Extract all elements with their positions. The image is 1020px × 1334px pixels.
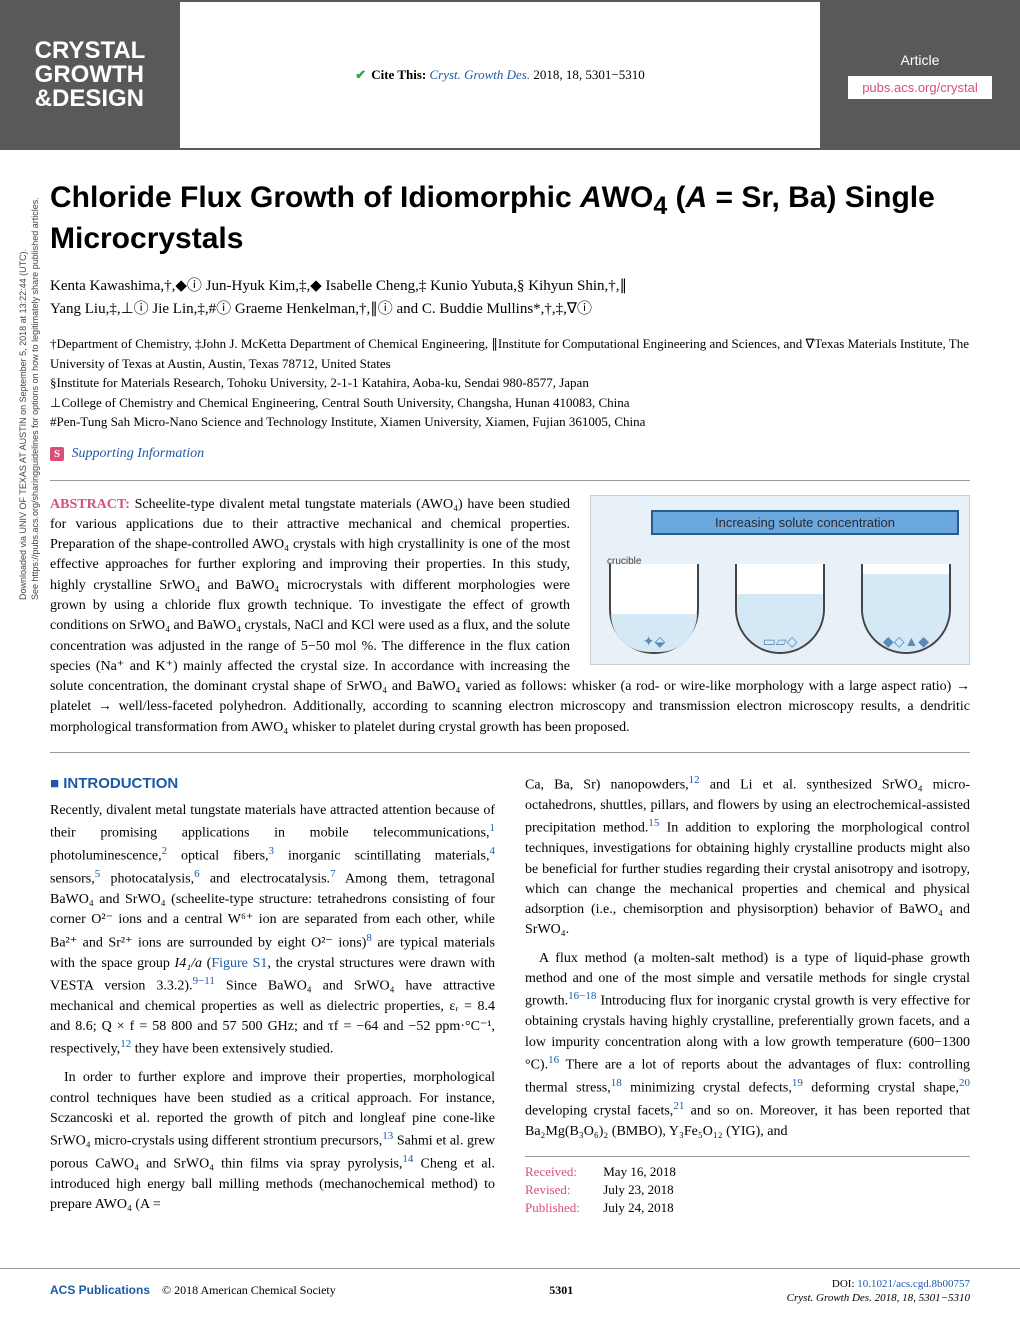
ref-13[interactable]: 13 — [382, 1130, 393, 1142]
acs-publications-logo: ACS Publications — [50, 1283, 150, 1297]
pubs-url[interactable]: pubs.acs.org/crystal — [848, 76, 992, 99]
supporting-info-link[interactable]: S Supporting Information — [50, 446, 970, 462]
published-date: July 24, 2018 — [603, 1200, 673, 1215]
ref-15[interactable]: 15 — [648, 817, 659, 829]
ref-4[interactable]: 4 — [490, 845, 496, 857]
header-band: CRYSTAL GROWTH &DESIGN ✔ Cite This: Crys… — [0, 0, 1020, 150]
affil-2: §Institute for Materials Research, Tohok… — [50, 373, 970, 393]
page-footer: ACS Publications © 2018 American Chemica… — [0, 1268, 1020, 1326]
cite-suffix: 2018, 18, 5301−5310 — [533, 67, 644, 83]
ref-12b[interactable]: 12 — [689, 774, 700, 786]
para-2: In order to further explore and improve … — [50, 1068, 495, 1215]
article-content: Chloride Flux Growth of Idiomorphic AWO4… — [0, 150, 1020, 1248]
ref-16[interactable]: 16 — [548, 1054, 559, 1066]
revised-date: July 23, 2018 — [603, 1182, 673, 1197]
article-type-label: Article — [901, 52, 940, 68]
abstract-section: Increasing solute concentration crucible… — [50, 480, 970, 754]
abstract-lead: ABSTRACT: — [50, 497, 130, 512]
body-columns: INTRODUCTION Recently, divalent metal tu… — [50, 773, 970, 1218]
crucible-1: ✦⬙ — [609, 564, 699, 654]
affiliations-block: †Department of Chemistry, ‡John J. McKet… — [50, 334, 970, 432]
revised-label: Revised: — [525, 1181, 600, 1199]
affil-1: †Department of Chemistry, ‡John J. McKet… — [50, 334, 970, 373]
copyright-text: © 2018 American Chemical Society — [162, 1283, 336, 1297]
crystal-1: ✦⬙ — [643, 634, 666, 648]
supporting-badge-icon: S — [50, 447, 64, 461]
ref-20[interactable]: 20 — [959, 1077, 970, 1089]
footer-citation: Cryst. Growth Des. 2018, 18, 5301−5310 — [787, 1292, 970, 1304]
check-icon: ✔ — [355, 67, 366, 83]
article-badge: Article pubs.acs.org/crystal — [820, 0, 1020, 150]
ref-14[interactable]: 14 — [402, 1153, 413, 1165]
cite-prefix: Cite This: — [371, 67, 426, 83]
crystal-2: ▭▱◇ — [763, 634, 798, 648]
ref-18[interactable]: 18 — [611, 1077, 622, 1089]
figure-s1-link[interactable]: Figure S1 — [211, 956, 267, 971]
footer-right: DOI: 10.1021/acs.cgd.8b00757 Cryst. Grow… — [787, 1277, 970, 1306]
ref-19[interactable]: 19 — [792, 1077, 803, 1089]
col2-p1: Ca, Ba, Sr) nanopowders, — [525, 778, 689, 793]
crystal-3: ◆◇▲◆ — [883, 634, 929, 648]
fig-crucibles-row: ✦⬙ ▭▱◇ ◆◇▲◆ — [591, 564, 969, 654]
doi-link[interactable]: 10.1021/acs.cgd.8b00757 — [857, 1278, 970, 1290]
toc-figure: Increasing solute concentration crucible… — [590, 495, 970, 665]
author-list: Kenta Kawashima,†,◆ⓘ Jun-Hyuk Kim,‡,◆ Is… — [50, 275, 970, 320]
publication-dates: Received: May 16, 2018 Revised: July 23,… — [525, 1156, 970, 1218]
crucible-3: ◆◇▲◆ — [861, 564, 951, 654]
article-title: Chloride Flux Growth of Idiomorphic AWO4… — [50, 180, 970, 257]
authors-line-2: Yang Liu,‡,⊥ⓘ Jie Lin,‡,#ⓘ Graeme Henkel… — [50, 301, 592, 317]
ref-12[interactable]: 12 — [120, 1038, 131, 1050]
p1-frag: Recently, divalent metal tungstate mater… — [50, 803, 495, 841]
journal-logo-text: CRYSTAL GROWTH &DESIGN — [35, 39, 146, 111]
ref-9-11[interactable]: 9−11 — [193, 975, 215, 987]
journal-logo: CRYSTAL GROWTH &DESIGN — [0, 0, 180, 150]
affil-3: ⊥College of Chemistry and Chemical Engin… — [50, 393, 970, 413]
section-head-intro: INTRODUCTION — [50, 773, 495, 795]
received-label: Received: — [525, 1163, 600, 1181]
received-date: May 16, 2018 — [603, 1164, 676, 1179]
footer-left: ACS Publications © 2018 American Chemica… — [50, 1283, 336, 1298]
col2-p2: A flux method (a molten-salt method) is … — [525, 949, 970, 1142]
download-attribution: Downloaded via UNIV OF TEXAS AT AUSTIN o… — [18, 197, 41, 600]
doi-label: DOI: — [832, 1278, 857, 1290]
fig-banner-text: Increasing solute concentration — [651, 510, 959, 535]
cite-this-bar: ✔ Cite This: Cryst. Growth Des. 2018, 18… — [180, 0, 820, 150]
ref-16-18[interactable]: 16−18 — [568, 990, 596, 1002]
authors-line-1: Kenta Kawashima,†,◆ⓘ Jun-Hyuk Kim,‡,◆ Is… — [50, 278, 627, 294]
crucible-2: ▭▱◇ — [735, 564, 825, 654]
affil-4: #Pen-Tung Sah Micro-Nano Science and Tec… — [50, 412, 970, 432]
ref-1[interactable]: 1 — [490, 822, 496, 834]
page-number: 5301 — [549, 1283, 573, 1298]
published-label: Published: — [525, 1199, 600, 1217]
ref-21[interactable]: 21 — [673, 1100, 684, 1112]
cite-journal[interactable]: Cryst. Growth Des. — [429, 67, 530, 83]
